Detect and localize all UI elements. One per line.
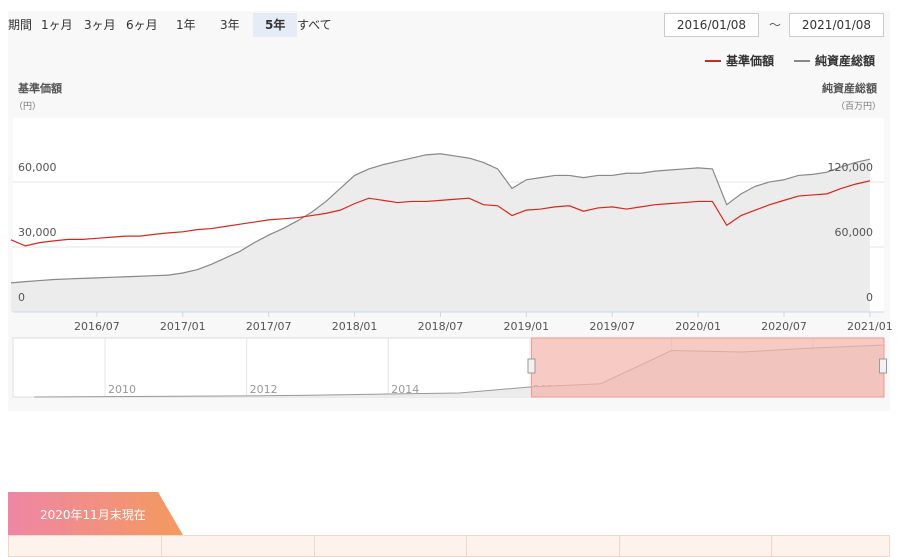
y2-axis-title: 純資産総額 bbox=[822, 81, 877, 95]
x-tick-label: 2018/07 bbox=[418, 320, 464, 333]
navigator-handle[interactable] bbox=[527, 358, 536, 374]
column-divider bbox=[314, 536, 315, 556]
period-button[interactable]: すべて bbox=[297, 18, 332, 32]
y2-tick-label: 120,000 bbox=[828, 161, 874, 174]
x-tick-label: 2019/07 bbox=[589, 320, 635, 333]
navigator-handle[interactable] bbox=[879, 358, 887, 374]
y2-axis-unit: （百万円） bbox=[836, 101, 881, 112]
period-label: 期間 bbox=[8, 18, 33, 32]
series-area bbox=[11, 153, 870, 312]
as-of-text: 2020年11月末現在 bbox=[40, 508, 146, 522]
period-button[interactable]: 1年 bbox=[176, 18, 196, 32]
navigator-tick-label: 2012 bbox=[250, 383, 278, 396]
y2-tick-label: 60,000 bbox=[835, 226, 874, 239]
period-button[interactable]: 5年 bbox=[253, 13, 298, 37]
column-divider bbox=[466, 536, 467, 556]
range-separator: 〜 bbox=[769, 18, 782, 32]
column-divider bbox=[771, 536, 772, 556]
x-tick-label: 2016/07 bbox=[74, 320, 120, 333]
navigator-tick-label: 2014 bbox=[391, 383, 419, 396]
y-tick-label: 30,000 bbox=[18, 226, 57, 239]
x-tick-label: 2020/07 bbox=[761, 320, 807, 333]
date-from[interactable]: 2016/01/08 bbox=[664, 13, 759, 37]
table-header bbox=[8, 535, 890, 557]
series-line bbox=[10, 153, 871, 284]
period-button[interactable]: 3ヶ月 bbox=[84, 18, 116, 32]
navigator-selection bbox=[530, 337, 885, 398]
legend-label: 純資産総額 bbox=[815, 53, 875, 68]
date-to[interactable]: 2021/01/08 bbox=[789, 13, 884, 37]
y-axis-title: 基準価額 bbox=[17, 81, 62, 95]
x-tick-label: 2021/01 bbox=[847, 320, 893, 333]
as-of-tab: 2020年11月末現在 bbox=[8, 492, 183, 535]
x-tick-label: 2017/07 bbox=[246, 320, 292, 333]
period-button[interactable]: 6ヶ月 bbox=[126, 18, 158, 32]
y-tick-label: 60,000 bbox=[18, 161, 57, 174]
y2-tick-label: 0 bbox=[866, 291, 873, 304]
column-divider bbox=[161, 536, 162, 556]
x-tick-label: 2019/01 bbox=[503, 320, 549, 333]
period-button[interactable]: 1ヶ月 bbox=[41, 18, 73, 32]
x-tick-label: 2020/01 bbox=[675, 320, 721, 333]
legend-label: 基準価額 bbox=[725, 53, 774, 68]
y-tick-label: 0 bbox=[18, 291, 25, 304]
period-button[interactable]: 3年 bbox=[220, 18, 240, 32]
column-divider bbox=[619, 536, 620, 556]
chart: 0 30,000 60,000 0 60,000 120,000 2016/07 2017/0… bbox=[10, 53, 893, 398]
series-line bbox=[10, 180, 871, 247]
x-tick-label: 2017/01 bbox=[160, 320, 206, 333]
x-tick-label: 2018/01 bbox=[332, 320, 378, 333]
y-axis-unit: （円） bbox=[14, 101, 41, 112]
navigator-tick-label: 2010 bbox=[108, 383, 136, 396]
